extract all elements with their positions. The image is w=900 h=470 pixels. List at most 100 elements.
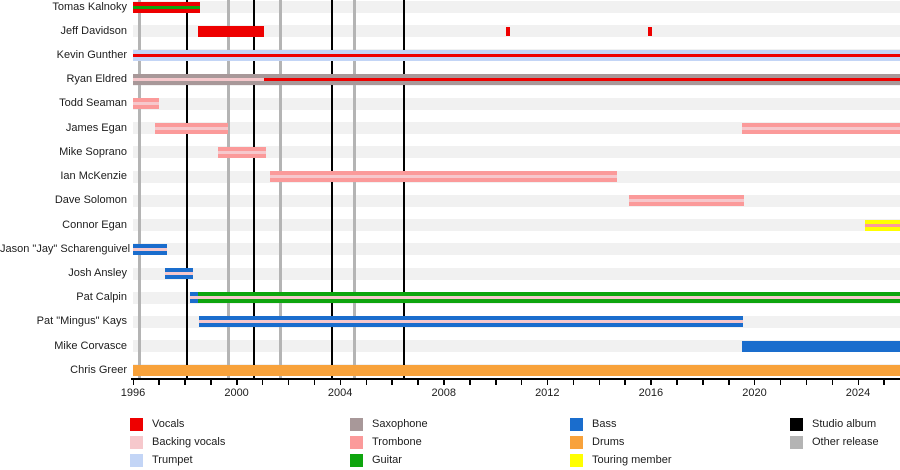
legend-swatch-bass <box>570 417 583 431</box>
timeline-bar-center-stripe <box>133 78 264 82</box>
legend-label: Bass <box>592 417 617 430</box>
timeline-bar-center-stripe <box>133 53 900 57</box>
legend-swatch-other_release <box>790 435 803 449</box>
x-axis-tick-label: 2020 <box>742 387 767 399</box>
timeline-bar <box>263 74 900 86</box>
x-axis-tick-label: 2024 <box>845 387 871 399</box>
legend-label: Drums <box>592 435 625 448</box>
row-stripe <box>133 243 900 256</box>
legend-label: Saxophone <box>372 417 428 430</box>
x-axis-tick <box>831 380 834 385</box>
x-axis-tick <box>805 380 808 385</box>
x-axis-tick <box>495 380 497 385</box>
timeline-bar-center-stripe <box>741 126 900 130</box>
legend-label: Trumpet <box>152 453 193 466</box>
legend-label: Guitar <box>372 453 402 466</box>
row-stripe <box>133 122 900 135</box>
x-axis-tick <box>598 380 601 385</box>
timeline-bar <box>197 292 900 304</box>
x-axis-tick <box>753 380 756 385</box>
x-axis-tick-label: 2004 <box>327 387 353 399</box>
legend-swatch-trumpet <box>130 453 143 467</box>
other-release-line <box>226 0 230 378</box>
x-axis-tick <box>417 380 419 385</box>
x-axis-tick <box>857 380 860 385</box>
timeline-bar-center-stripe <box>218 150 267 154</box>
timeline-bar <box>199 316 743 328</box>
x-axis-tick <box>520 380 523 385</box>
x-axis-tick <box>287 380 290 385</box>
x-axis-tick <box>702 380 704 385</box>
row-label: Pat Calpin <box>76 291 127 304</box>
row-label: James Egan <box>65 121 127 134</box>
timeline-bar-center-stripe <box>155 126 228 130</box>
x-axis-tick <box>469 380 471 385</box>
x-axis-tick-label: 2008 <box>431 387 456 399</box>
timeline-bar <box>155 122 228 134</box>
legend-label: Vocals <box>152 417 185 430</box>
studio-album-line <box>186 0 189 378</box>
x-axis-tick <box>236 380 238 385</box>
timeline-bar <box>133 49 900 61</box>
timeline-bar-center-stripe <box>165 272 193 276</box>
x-axis-tick <box>624 380 626 385</box>
row-label: Mike Soprano <box>59 145 127 158</box>
timeline-bar <box>864 219 900 231</box>
other-release-line <box>279 0 283 378</box>
timeline-bar <box>741 340 900 352</box>
x-axis-tick <box>883 380 885 385</box>
timeline-bar-center-stripe <box>628 199 745 203</box>
legend-swatch-saxophone <box>350 417 363 431</box>
timeline-bar-center-stripe <box>197 296 900 300</box>
x-axis-tick <box>184 380 186 385</box>
row-label: Jason "Jay" Scharenguivel <box>0 242 131 255</box>
row-label: Ian McKenzie <box>60 170 127 183</box>
x-axis-tick <box>443 380 445 385</box>
legend-swatch-studio_album <box>790 417 803 431</box>
row-stripe <box>133 146 900 159</box>
legend-label: Other release <box>812 435 879 448</box>
timeline-bar <box>197 25 264 37</box>
legend-label: Trombone <box>372 435 422 448</box>
timeline-bar <box>165 268 193 280</box>
x-axis-tick <box>158 380 160 385</box>
legend-swatch-backing_vocals <box>130 435 143 449</box>
timeline-bar-center-stripe <box>199 320 743 324</box>
legend-swatch-drums <box>570 435 583 449</box>
timeline-bar-center-stripe <box>133 102 159 106</box>
row-label: Connor Egan <box>62 218 127 231</box>
x-axis-tick <box>650 380 652 385</box>
row-label: Tomas Kalnoky <box>52 0 127 13</box>
x-axis-tick-label: 2000 <box>224 387 249 399</box>
studio-album-line <box>402 0 405 378</box>
x-axis-tick <box>132 380 134 385</box>
other-release-line <box>353 0 357 378</box>
x-axis-tick <box>339 380 342 385</box>
x-axis-tick-label: 2016 <box>638 387 664 399</box>
legend-label: Touring member <box>592 453 672 466</box>
x-axis-tick <box>365 380 368 385</box>
row-label: Chris Greer <box>70 363 127 376</box>
timeline-bar <box>648 26 653 36</box>
x-axis-tick <box>546 380 549 385</box>
x-axis-tick <box>728 380 730 385</box>
x-axis-tick <box>572 380 575 385</box>
timeline-bar-center-stripe <box>189 296 198 300</box>
timeline-bar <box>133 364 900 376</box>
legend-label: Backing vocals <box>152 435 226 448</box>
row-label: Josh Ansley <box>68 267 127 280</box>
x-axis-tick <box>313 380 316 385</box>
timeline-bar-center-stripe <box>133 5 201 9</box>
row-label: Ryan Eldred <box>66 73 127 86</box>
timeline-bar <box>133 243 167 255</box>
row-stripe <box>133 97 900 110</box>
timeline-bar-center-stripe <box>270 175 618 179</box>
timeline-bar <box>218 146 267 158</box>
timeline-bar <box>505 26 510 36</box>
legend-swatch-vocals <box>130 417 143 431</box>
timeline-bar-center-stripe <box>864 223 900 227</box>
timeline-bar <box>189 292 198 304</box>
studio-album-line <box>331 0 334 378</box>
timeline-bar <box>133 98 159 110</box>
row-label: Jeff Davidson <box>60 24 127 37</box>
